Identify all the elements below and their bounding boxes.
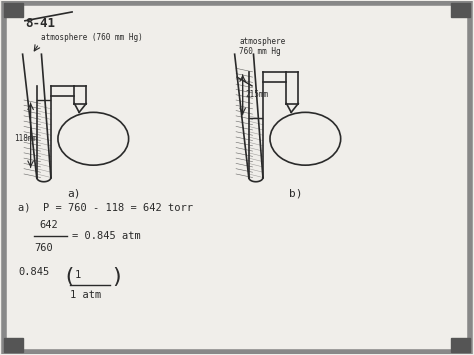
- Text: b): b): [289, 188, 302, 198]
- Text: 1 atm: 1 atm: [70, 290, 101, 300]
- Text: (: (: [63, 267, 76, 287]
- Polygon shape: [25, 167, 51, 183]
- Text: a): a): [67, 188, 81, 198]
- Bar: [4, 3, 23, 17]
- Text: 642: 642: [39, 220, 58, 230]
- Bar: [451, 338, 470, 352]
- Text: 760: 760: [35, 243, 53, 253]
- Text: atmosphere (760 mm Hg): atmosphere (760 mm Hg): [41, 33, 143, 42]
- Text: 8-41: 8-41: [25, 17, 55, 30]
- Text: 0.845: 0.845: [18, 267, 49, 277]
- Text: atmosphere
760 mm Hg: atmosphere 760 mm Hg: [239, 37, 286, 56]
- Bar: [451, 3, 470, 17]
- Text: 1: 1: [74, 270, 81, 280]
- Text: = 0.845 atm: = 0.845 atm: [72, 231, 141, 241]
- Text: 118mm: 118mm: [15, 134, 38, 143]
- Bar: [4, 338, 23, 352]
- Text: ): ): [110, 267, 123, 287]
- Text: 215mm: 215mm: [246, 90, 269, 99]
- Text: a)  P = 760 - 118 = 642 torr: a) P = 760 - 118 = 642 torr: [18, 202, 193, 212]
